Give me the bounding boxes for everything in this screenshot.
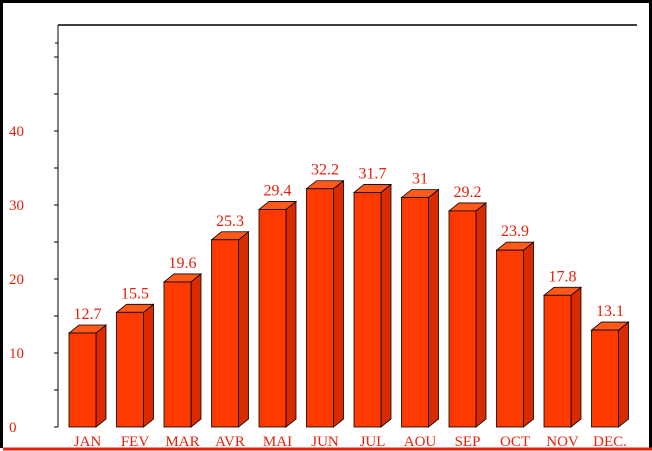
- bar-value-label: 19.6: [169, 255, 197, 272]
- bar-side: [523, 241, 534, 428]
- bar-side: [333, 179, 344, 428]
- bar-side: [380, 183, 392, 428]
- bar-value-label: 15.5: [121, 285, 149, 302]
- bar-value-label: 17.8: [549, 268, 577, 285]
- bar-value-label: 31: [412, 171, 428, 188]
- x-tick-label: NOV: [546, 434, 579, 450]
- bar-value-label: 13.1: [596, 303, 624, 320]
- bar-value-label: 23.9: [501, 223, 529, 240]
- x-tick-label: SEP: [455, 434, 481, 450]
- bar-side: [428, 188, 439, 428]
- bar-chart: 0 10 20 30 40 12.7 JAN 15.5 FEV 19.6 MAR 25.3 AVR 29.…: [3, 24, 652, 451]
- bar-side: [95, 324, 107, 428]
- x-tick-label: MAI: [263, 434, 292, 450]
- bar: [116, 311, 144, 428]
- y-tick-label: 10: [9, 346, 24, 362]
- bar-value-label: 32.2: [311, 162, 339, 179]
- x-tick-label: MAR: [165, 434, 199, 450]
- y-tick-label: 40: [9, 124, 24, 140]
- bar: [543, 294, 572, 428]
- bar-side: [190, 273, 202, 428]
- bar: [163, 281, 192, 428]
- bar-value-label: 29.4: [264, 182, 292, 199]
- bar: [211, 239, 239, 428]
- bar: [496, 249, 524, 428]
- bar: [448, 210, 477, 428]
- x-tick-label: OCT: [500, 434, 530, 450]
- bar-value-label: 12.7: [74, 306, 102, 323]
- bar: [306, 188, 334, 428]
- bar: [68, 332, 97, 428]
- bar: [258, 209, 287, 428]
- y-tick-label: 0: [9, 420, 17, 436]
- x-tick-label: JAN: [74, 434, 102, 450]
- bar-side: [143, 303, 154, 428]
- x-tick-label: DEC.: [593, 434, 627, 450]
- y-tick-label: 30: [9, 198, 24, 214]
- x-tick-label: JUN: [311, 434, 339, 450]
- bar-value-label: 25.3: [216, 213, 244, 230]
- bar-side: [475, 202, 487, 428]
- bar: [591, 329, 619, 428]
- bar-side: [285, 200, 297, 428]
- x-tick-label: AVR: [215, 434, 245, 450]
- bar-side: [570, 286, 582, 428]
- x-tick-label: JUL: [360, 434, 386, 450]
- y-tick-label: 20: [9, 272, 24, 288]
- bar: [401, 197, 429, 428]
- bar-side: [238, 230, 249, 428]
- bar-side: [618, 321, 629, 428]
- bar-value-label: 31.7: [359, 165, 387, 182]
- x-tick-label: AOU: [404, 434, 437, 450]
- bar-value-label: 29.2: [454, 184, 482, 201]
- bar: [353, 192, 382, 428]
- x-tick-label: FEV: [121, 434, 150, 450]
